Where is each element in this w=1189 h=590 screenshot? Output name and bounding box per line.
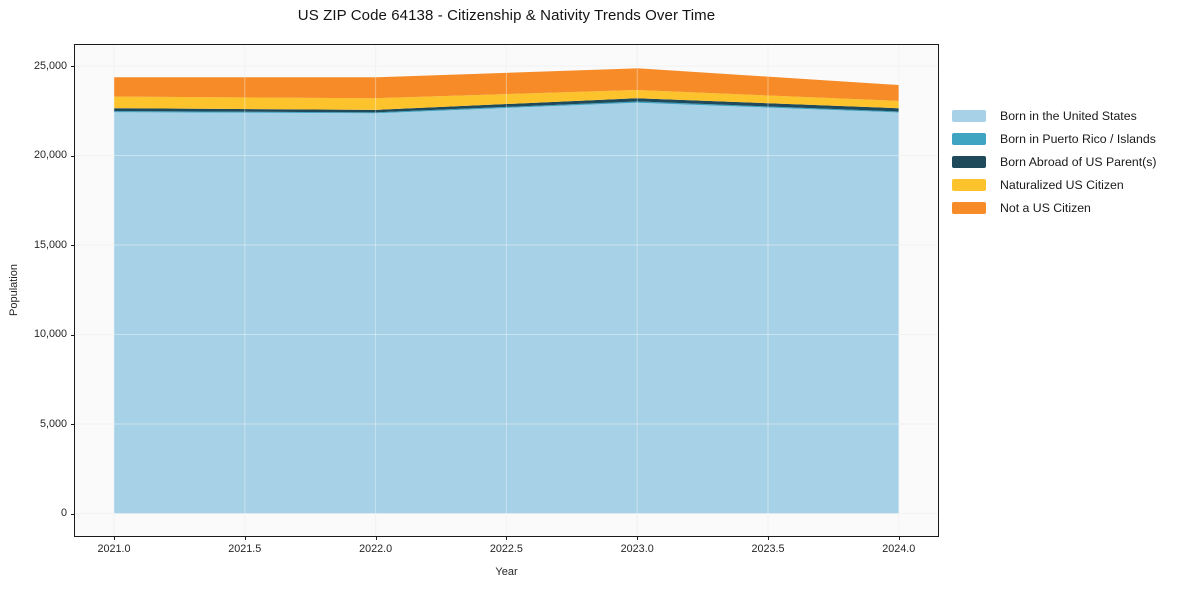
chart-title: US ZIP Code 64138 - Citizenship & Nativi… bbox=[297, 7, 716, 24]
stacked-areas bbox=[114, 68, 899, 514]
y-tick-mark bbox=[71, 245, 75, 246]
legend-swatch bbox=[952, 109, 986, 122]
y-axis-label: Population bbox=[8, 264, 20, 316]
y-tick-mark bbox=[71, 66, 75, 67]
x-tick-label: 2022.0 bbox=[359, 543, 393, 555]
y-tick-label: 20,000 bbox=[33, 149, 67, 161]
x-tick-mark bbox=[898, 536, 900, 540]
y-tick-label: 10,000 bbox=[33, 328, 67, 340]
legend-label: Not a US Citizen bbox=[1000, 200, 1091, 215]
legend-label: Born in the United States bbox=[1000, 108, 1137, 123]
x-tick-mark bbox=[244, 536, 246, 540]
y-tick-label: 5,000 bbox=[39, 417, 67, 430]
stacked-area-plot bbox=[75, 45, 938, 536]
y-tick-mark bbox=[71, 155, 75, 157]
legend-label: Born Abroad of US Parent(s) bbox=[1000, 154, 1157, 169]
area-series bbox=[114, 102, 899, 514]
x-tick-mark bbox=[768, 536, 769, 540]
x-tick-label: 2022.5 bbox=[489, 543, 523, 555]
x-axis-label: Year bbox=[495, 566, 518, 578]
x-tick-label: 2023.0 bbox=[620, 543, 654, 555]
plot-area bbox=[74, 44, 939, 537]
legend-swatch bbox=[952, 132, 986, 145]
y-tick-mark bbox=[71, 424, 75, 425]
legend-item: Born in Puerto Rico / Islands bbox=[952, 127, 1157, 150]
x-tick-mark bbox=[114, 536, 115, 540]
legend-item: Born Abroad of US Parent(s) bbox=[952, 150, 1157, 173]
legend: Born in the United States Born in Puerto … bbox=[952, 104, 1157, 219]
x-tick-mark bbox=[375, 536, 377, 540]
y-tick-label: 15,000 bbox=[33, 238, 67, 251]
x-tick-label: 2021.0 bbox=[97, 543, 131, 555]
area-series bbox=[114, 90, 899, 110]
legend-swatch bbox=[952, 201, 986, 214]
y-tick-label: 25,000 bbox=[33, 59, 67, 72]
x-tick-label: 2024.0 bbox=[882, 543, 916, 555]
x-tick-label: 2021.5 bbox=[228, 543, 262, 555]
legend-label: Born in Puerto Rico / Islands bbox=[1000, 131, 1156, 146]
legend-swatch bbox=[952, 155, 986, 168]
gridlines-over bbox=[75, 45, 938, 536]
x-tick-mark bbox=[506, 536, 508, 540]
legend-swatch bbox=[952, 178, 986, 191]
area-series bbox=[114, 101, 899, 114]
area-series bbox=[114, 98, 899, 113]
legend-label: Naturalized US Citizen bbox=[1000, 177, 1124, 192]
y-tick-label: 0 bbox=[60, 507, 67, 519]
y-tick-mark bbox=[71, 513, 75, 515]
x-tick-mark bbox=[637, 536, 639, 540]
legend-item: Naturalized US Citizen bbox=[952, 173, 1157, 196]
area-series bbox=[114, 68, 899, 101]
x-tick-label: 2023.5 bbox=[751, 543, 785, 555]
legend-item: Not a US Citizen bbox=[952, 196, 1157, 219]
legend-item: Born in the United States bbox=[952, 104, 1157, 127]
y-tick-mark bbox=[71, 334, 75, 336]
